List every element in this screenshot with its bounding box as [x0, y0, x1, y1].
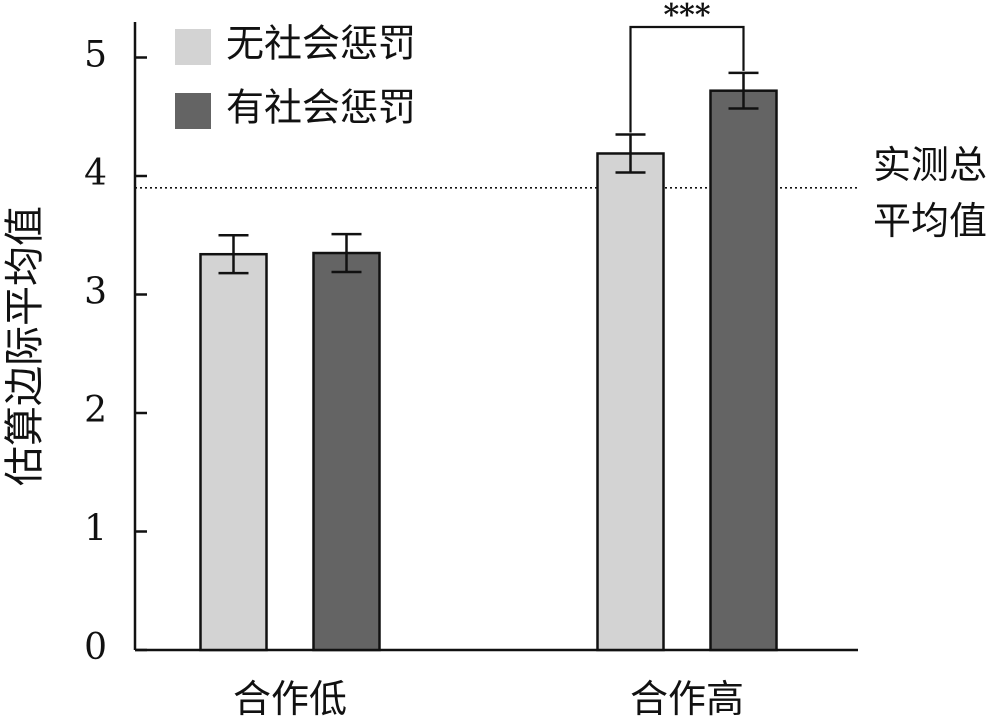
bar [709, 89, 778, 652]
significance-bracket: *** [629, 0, 745, 133]
y-tick-label: 3 [84, 272, 107, 313]
bars [199, 89, 778, 652]
error-bars [218, 71, 759, 275]
x-category-label: 合作低 [233, 677, 347, 721]
reference-line-label: 实测总 [873, 143, 987, 187]
significance-marker: *** [663, 0, 710, 33]
y-tick-label: 2 [84, 390, 107, 431]
bar [596, 152, 665, 652]
legend-label: 有社会惩罚 [226, 86, 416, 130]
legend-swatch [175, 29, 211, 65]
legend-label: 无社会惩罚 [226, 22, 416, 66]
bar [199, 252, 268, 652]
y-tick-label: 4 [84, 153, 107, 194]
y-tick-label: 5 [84, 35, 107, 76]
y-tick-label: 1 [84, 509, 107, 550]
y-axis-title: 估算边际平均值 [2, 206, 48, 486]
x-category-label: 合作高 [630, 677, 744, 721]
reference-line-label: 平均值 [873, 199, 987, 243]
significance-bracket-line [629, 25, 745, 133]
bar [312, 251, 381, 652]
y-tick-label: 0 [84, 627, 107, 668]
legend-swatch [175, 93, 211, 129]
